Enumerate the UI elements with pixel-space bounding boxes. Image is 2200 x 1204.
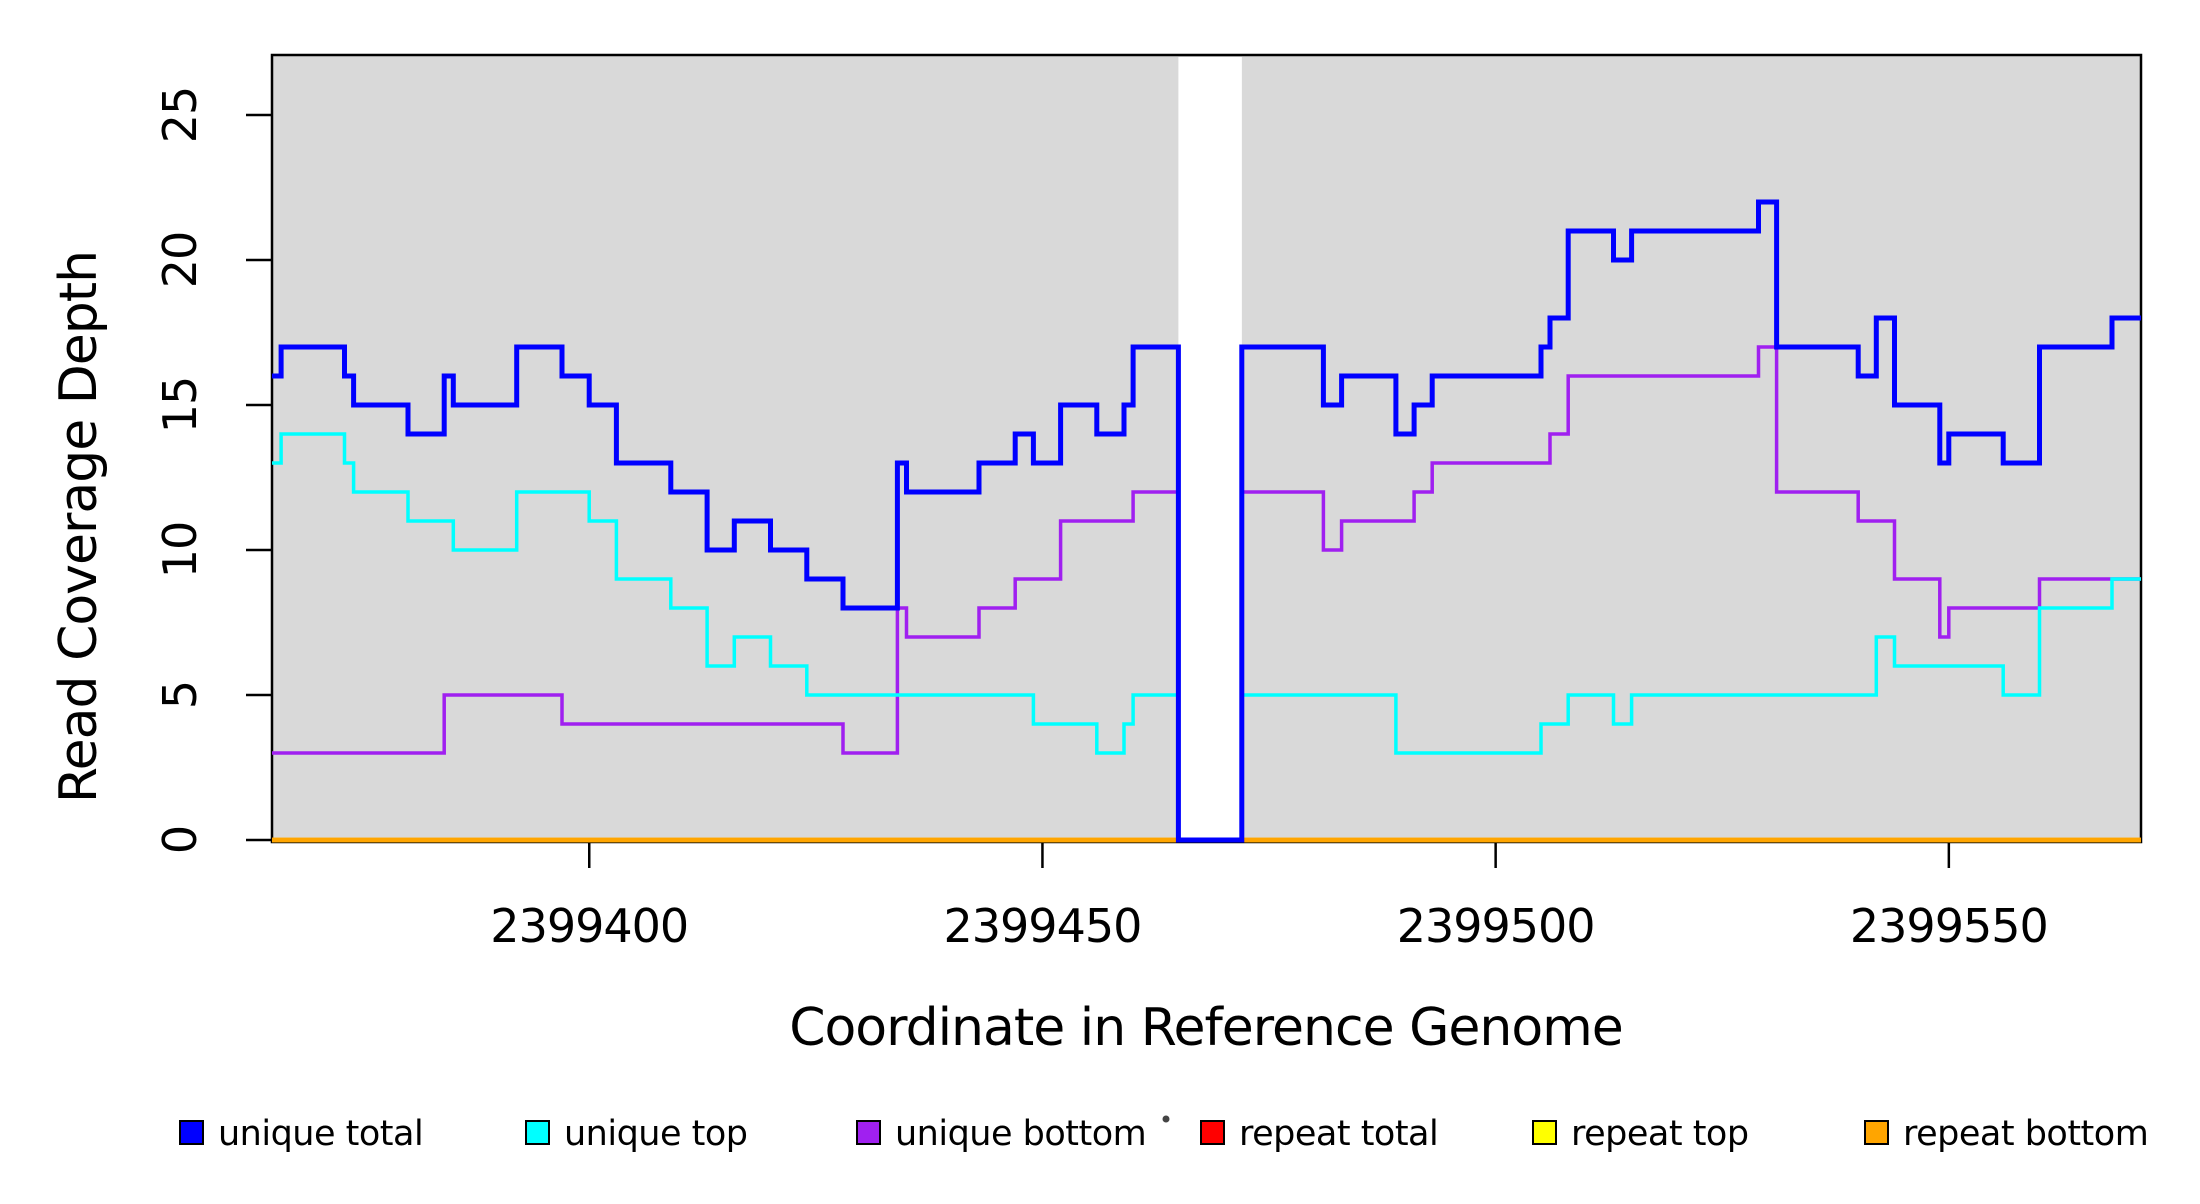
- x-tick-label: 2399550: [1850, 899, 2048, 953]
- axes-layer: 2399400 2399450 2399500 2399550 0 5 10 15 20 25: [153, 87, 2049, 953]
- y-tick-label: 10: [153, 522, 207, 579]
- y-tick-label: 15: [153, 377, 207, 434]
- series-lines: [272, 199, 2141, 843]
- legend-item-unique-top: unique top: [525, 1114, 748, 1154]
- legend: unique total unique top unique bottom repea…: [179, 1114, 2149, 1154]
- series-unique-top: [272, 432, 2141, 842]
- legend-item-repeat-top: repeat top: [1532, 1114, 1749, 1154]
- x-axis-title: Coordinate in Reference Genome: [789, 998, 1623, 1058]
- x-tick-label: 2399400: [490, 899, 688, 953]
- stray-dot-artifact: [1162, 1115, 1170, 1123]
- annotations-layer: [1162, 1115, 1170, 1123]
- legend-swatch: [179, 1120, 204, 1145]
- legend-label: repeat total: [1239, 1114, 1438, 1154]
- x-tick-label: 2399500: [1397, 899, 1595, 953]
- y-tick-label: 25: [153, 87, 207, 144]
- legend-item-unique-total: unique total: [179, 1114, 424, 1154]
- x-tick-label: 2399450: [944, 899, 1142, 953]
- y-tick-label: 5: [153, 681, 207, 709]
- legend-swatch: [525, 1120, 550, 1145]
- y-tick-label: 0: [153, 826, 207, 854]
- legend-label: unique total: [218, 1114, 423, 1154]
- legend-swatch: [1864, 1120, 1889, 1145]
- legend-swatch: [856, 1120, 881, 1145]
- legend-swatch: [1532, 1120, 1557, 1145]
- legend-item-repeat-bottom: repeat bottom: [1864, 1114, 2149, 1154]
- legend-label: repeat bottom: [1903, 1114, 2148, 1154]
- plot-background-layer: [270, 53, 2143, 844]
- legend-label: repeat top: [1571, 1114, 1749, 1154]
- legend-label: unique top: [564, 1114, 748, 1154]
- y-axis-title: Read Coverage Depth: [49, 251, 109, 803]
- legend-label: unique bottom: [895, 1114, 1146, 1154]
- coverage-gap-band: [1178, 57, 1242, 841]
- y-tick-label: 20: [153, 232, 207, 289]
- legend-item-repeat-total: repeat total: [1200, 1114, 1439, 1154]
- legend-item-unique-bottom: unique bottom: [856, 1114, 1147, 1154]
- legend-swatch: [1200, 1120, 1225, 1145]
- series-unique-total: [272, 199, 2141, 843]
